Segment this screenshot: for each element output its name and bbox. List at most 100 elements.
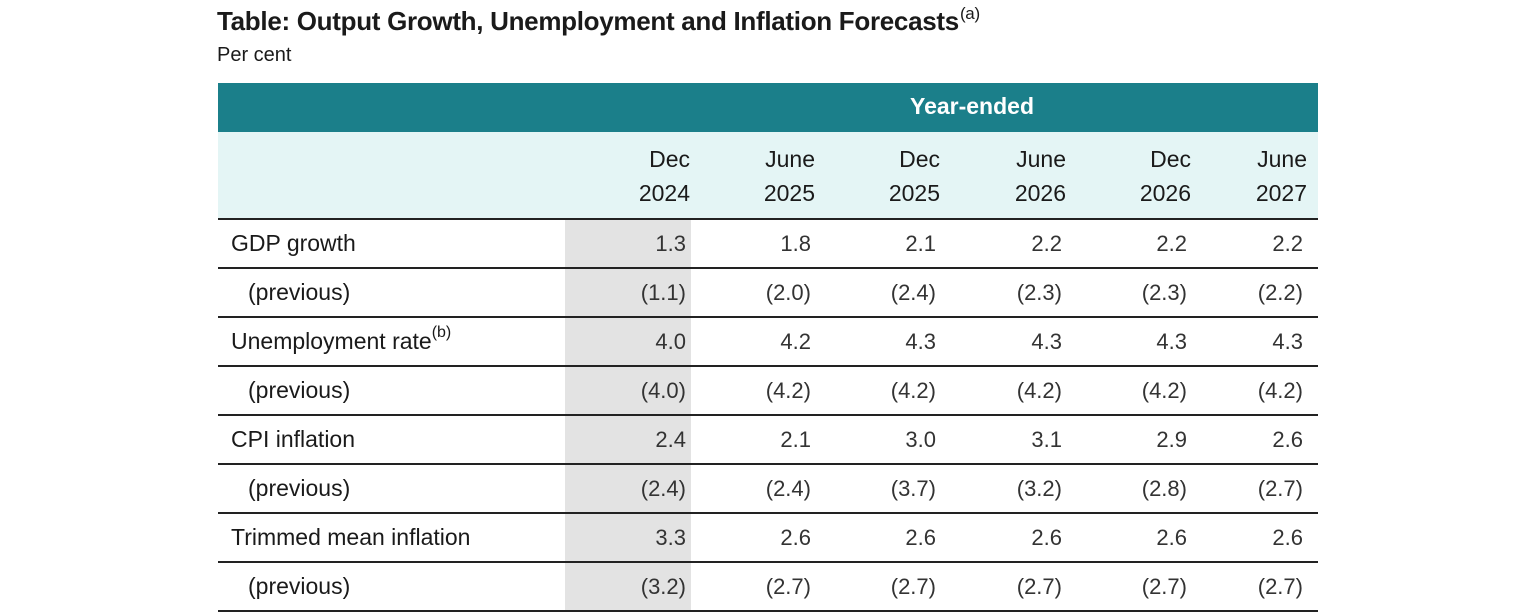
table-cell: (1.1): [640, 280, 686, 305]
column-header: Dec 2024: [570, 142, 690, 210]
year-ended-band: Year-ended: [218, 83, 1318, 132]
forecast-table: Year-ended Dec 2024 June 2025 Dec 2025 June 202…: [218, 83, 1318, 612]
row-label-text: Unemployment rate: [231, 328, 432, 354]
column-header-year: 2025: [888, 180, 940, 206]
table-cell: 2.2: [1156, 231, 1187, 256]
column-header: Dec 2025: [820, 142, 940, 210]
row-label: (previous): [248, 475, 350, 502]
table-cell: (2.7): [765, 574, 811, 599]
column-header-month: June: [765, 146, 815, 172]
column-header-month: Dec: [649, 146, 690, 172]
table-cell: 4.3: [1031, 329, 1062, 354]
first-column-shade: [565, 465, 691, 512]
table-cell: 2.4: [655, 427, 686, 452]
first-column-shade: [565, 220, 691, 267]
table-cell: (4.2): [1016, 378, 1062, 403]
column-header-month: June: [1257, 146, 1307, 172]
table-cell: (2.3): [1141, 280, 1187, 305]
table-cell: (4.2): [1257, 378, 1303, 403]
row-label-text: (previous): [248, 279, 351, 305]
row-label-text: Trimmed mean inflation: [231, 524, 471, 550]
table-cell: 3.3: [655, 525, 686, 550]
column-header-year: 2024: [638, 180, 690, 206]
row-label-text: (previous): [248, 475, 351, 501]
table-cell: 2.9: [1156, 427, 1187, 452]
column-header-year: 2027: [1255, 180, 1307, 206]
row-label-text: CPI inflation: [231, 426, 356, 452]
table-cell: (2.7): [1141, 574, 1187, 599]
row-label: (previous): [248, 573, 350, 600]
table-row: (previous) (2.4) (2.4) (3.7) (3.2) (2.8) (2.7): [218, 465, 1318, 514]
table-row: GDP growth 1.3 1.8 2.1 2.2 2.2 2.2: [218, 220, 1318, 269]
first-column-shade: [565, 269, 691, 316]
column-header-row: Dec 2024 June 2025 Dec 2025 June 2026 Dec 2026 Jun…: [218, 132, 1318, 220]
table-cell: 4.3: [905, 329, 936, 354]
column-header: June 2025: [695, 142, 815, 210]
table-cell: (2.7): [1016, 574, 1062, 599]
table-cell: 1.3: [655, 231, 686, 256]
row-label-text: GDP growth: [231, 230, 356, 256]
table-cell: (2.2): [1257, 280, 1303, 305]
column-header: June 2026: [946, 142, 1066, 210]
table-cell: (4.2): [765, 378, 811, 403]
table-cell: 3.0: [905, 427, 936, 452]
row-label: Unemployment rate(b): [231, 324, 451, 355]
column-header-month: June: [1016, 146, 1066, 172]
table-cell: (3.2): [640, 574, 686, 599]
first-column-shade: [565, 416, 691, 463]
row-label-text: (previous): [248, 573, 351, 599]
table-cell: 2.1: [905, 231, 936, 256]
table-row: Trimmed mean inflation 3.3 2.6 2.6 2.6 2.6 2.6: [218, 514, 1318, 563]
table-cell: 2.1: [780, 427, 811, 452]
table-cell: 2.2: [1272, 231, 1303, 256]
table-cell: (2.4): [765, 476, 811, 501]
table-cell: 2.6: [1156, 525, 1187, 550]
table-cell: (3.2): [1016, 476, 1062, 501]
title-footnote: (a): [959, 4, 980, 23]
column-header-month: Dec: [899, 146, 940, 172]
row-label-text: (previous): [248, 377, 351, 403]
table-cell: 2.6: [905, 525, 936, 550]
table-cell: (2.0): [765, 280, 811, 305]
row-label: GDP growth: [231, 230, 356, 257]
units-label: Per cent: [217, 44, 292, 66]
row-label: Trimmed mean inflation: [231, 524, 470, 551]
table-cell: 4.3: [1156, 329, 1187, 354]
column-header-year: 2025: [763, 180, 815, 206]
table-cell: 2.6: [1272, 525, 1303, 550]
table-cell: 2.2: [1031, 231, 1062, 256]
table-cell: 2.6: [780, 525, 811, 550]
table-body: GDP growth 1.3 1.8 2.1 2.2 2.2 2.2 (previous) (1…: [218, 220, 1318, 612]
table-row: (previous) (3.2) (2.7) (2.7) (2.7) (2.7) (2.7): [218, 563, 1318, 612]
table-cell: 2.6: [1031, 525, 1062, 550]
table-cell: 4.0: [655, 329, 686, 354]
row-label: CPI inflation: [231, 426, 355, 453]
table-row: CPI inflation 2.4 2.1 3.0 3.1 2.9 2.6: [218, 416, 1318, 465]
row-footnote: (b): [431, 324, 452, 341]
table-cell: (4.2): [890, 378, 936, 403]
column-header-month: Dec: [1150, 146, 1191, 172]
table-cell: (2.4): [640, 476, 686, 501]
row-label: (previous): [248, 377, 350, 404]
first-column-shade: [565, 318, 691, 365]
first-column-shade: [565, 514, 691, 561]
table-cell: 4.3: [1272, 329, 1303, 354]
table-cell: 4.2: [780, 329, 811, 354]
table-cell: (4.2): [1141, 378, 1187, 403]
first-column-shade: [565, 367, 691, 414]
table-cell: (3.7): [890, 476, 936, 501]
table-cell: (2.3): [1016, 280, 1062, 305]
table-title: Table: Output Growth, Unemployment and I…: [217, 4, 980, 37]
column-header-year: 2026: [1139, 180, 1191, 206]
table-cell: (2.8): [1141, 476, 1187, 501]
first-column-shade: [565, 563, 691, 610]
table-cell: (2.4): [890, 280, 936, 305]
column-header: June 2027: [1187, 142, 1307, 210]
table-row: (previous) (1.1) (2.0) (2.4) (2.3) (2.3) (2.2): [218, 269, 1318, 318]
table-cell: 1.8: [780, 231, 811, 256]
table-cell: (4.0): [640, 378, 686, 403]
table-cell: (2.7): [1257, 574, 1303, 599]
row-label: (previous): [248, 279, 350, 306]
table-row: (previous) (4.0) (4.2) (4.2) (4.2) (4.2) (4.2): [218, 367, 1318, 416]
table-cell: (2.7): [890, 574, 936, 599]
